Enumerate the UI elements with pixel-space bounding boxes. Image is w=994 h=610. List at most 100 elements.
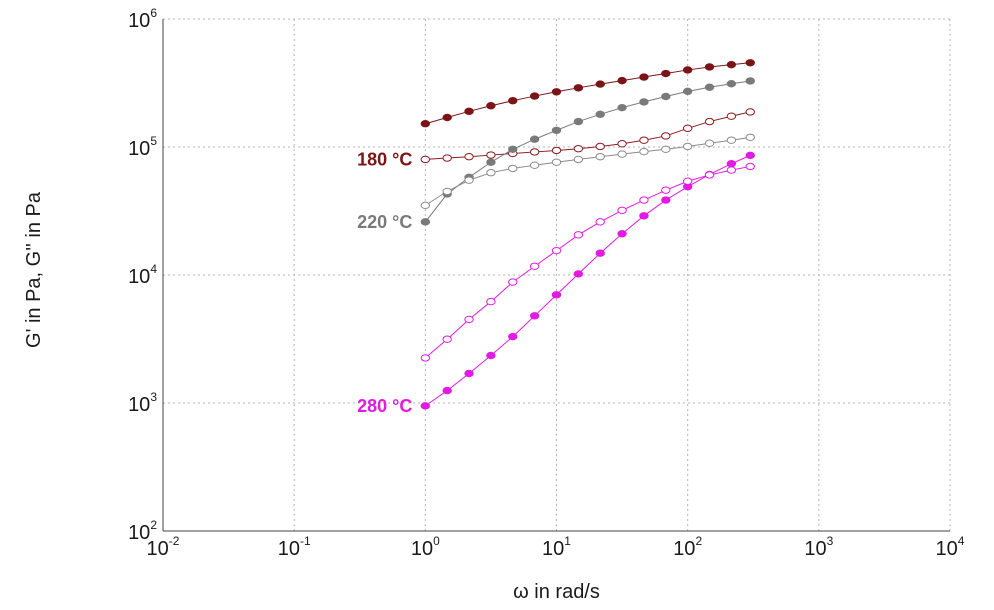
data-point bbox=[617, 206, 627, 215]
data-point bbox=[639, 98, 649, 106]
data-point bbox=[529, 262, 540, 270]
series-1 bbox=[420, 108, 755, 164]
data-point bbox=[661, 196, 671, 204]
y-tick-labels: 102 103 104 105 106 bbox=[128, 6, 157, 544]
y-axis-label: G' in Pa, G'' in Pa bbox=[23, 191, 45, 348]
data-point bbox=[595, 249, 605, 257]
data-point bbox=[464, 152, 474, 161]
data-point bbox=[551, 88, 562, 96]
data-point bbox=[442, 113, 452, 122]
series-5 bbox=[420, 162, 755, 362]
series-4 bbox=[420, 151, 755, 410]
data-point bbox=[745, 151, 755, 160]
data-point bbox=[464, 369, 474, 378]
data-point bbox=[464, 315, 474, 324]
data-point bbox=[661, 145, 671, 153]
x-tick-label: 100 bbox=[411, 534, 440, 560]
data-point bbox=[573, 117, 584, 126]
data-point bbox=[573, 231, 584, 239]
data-point bbox=[573, 155, 584, 164]
y-tick-label: 102 bbox=[128, 518, 157, 544]
data-point bbox=[529, 92, 540, 100]
data-point bbox=[529, 161, 540, 169]
data-point bbox=[682, 177, 693, 185]
data-point bbox=[745, 108, 755, 116]
data-point bbox=[551, 146, 562, 155]
data-point bbox=[420, 402, 431, 410]
series-line bbox=[425, 136, 751, 206]
data-point bbox=[573, 270, 584, 278]
data-point bbox=[486, 151, 496, 159]
data-point bbox=[661, 186, 671, 194]
data-point bbox=[464, 176, 474, 184]
data-point bbox=[745, 133, 755, 142]
x-tick-label: 103 bbox=[804, 534, 833, 560]
x-tick-labels: 10-2 10-1 100 101 102 103 104 bbox=[147, 534, 965, 560]
data-point bbox=[508, 96, 518, 105]
data-point bbox=[661, 132, 671, 140]
data-point bbox=[508, 164, 518, 173]
data-point bbox=[508, 278, 518, 286]
data-point bbox=[595, 80, 605, 88]
plot-frame bbox=[162, 19, 950, 532]
series-annotation: 280 °C bbox=[357, 396, 412, 416]
data-point bbox=[595, 110, 605, 119]
data-point bbox=[726, 160, 737, 168]
series-line bbox=[425, 111, 751, 160]
x-tick-label: 102 bbox=[673, 534, 702, 560]
data-point bbox=[551, 158, 562, 166]
data-point bbox=[529, 148, 540, 156]
data-point bbox=[704, 139, 715, 147]
data-point bbox=[551, 246, 562, 255]
data-point bbox=[704, 83, 715, 91]
grid bbox=[162, 18, 951, 532]
data-point bbox=[529, 135, 540, 143]
data-point bbox=[617, 76, 627, 85]
y-tick-label: 103 bbox=[128, 390, 157, 416]
data-point bbox=[508, 145, 518, 153]
data-point bbox=[726, 60, 737, 69]
series-annotation: 220 °C bbox=[357, 212, 412, 232]
y-tick-label: 106 bbox=[128, 6, 157, 32]
data-point bbox=[551, 126, 562, 135]
data-point bbox=[573, 84, 584, 92]
x-axis-label: ω in rad/s bbox=[513, 581, 600, 603]
data-point bbox=[704, 171, 715, 179]
y-tick-label: 104 bbox=[128, 262, 157, 288]
data-point bbox=[595, 218, 605, 226]
data-point bbox=[442, 335, 452, 343]
data-point bbox=[420, 201, 431, 210]
series-2 bbox=[420, 77, 755, 226]
data-point bbox=[726, 136, 737, 144]
data-point bbox=[745, 59, 755, 67]
data-point bbox=[682, 142, 693, 151]
data-point bbox=[420, 354, 431, 362]
data-point bbox=[726, 112, 737, 120]
data-point bbox=[617, 140, 627, 148]
data-point bbox=[639, 73, 649, 81]
data-point bbox=[573, 144, 584, 153]
data-point bbox=[617, 150, 627, 158]
data-point bbox=[661, 92, 671, 101]
y-tick-label: 105 bbox=[128, 134, 157, 160]
data-point bbox=[726, 166, 737, 174]
series-line bbox=[425, 165, 751, 359]
data-point bbox=[661, 69, 671, 78]
data-point bbox=[617, 230, 627, 238]
data-point bbox=[682, 87, 693, 96]
series-line bbox=[425, 62, 751, 125]
series-3 bbox=[420, 133, 755, 210]
data-point bbox=[617, 103, 627, 112]
data-point bbox=[682, 66, 693, 74]
data-point bbox=[639, 196, 649, 204]
data-point bbox=[486, 102, 496, 110]
data-point bbox=[595, 152, 605, 161]
data-point bbox=[442, 187, 452, 196]
data-point bbox=[442, 386, 452, 395]
data-point bbox=[420, 218, 431, 226]
series-0 bbox=[420, 59, 755, 128]
data-point bbox=[551, 291, 562, 299]
data-point bbox=[726, 80, 737, 88]
x-tick-label: 101 bbox=[542, 534, 571, 560]
